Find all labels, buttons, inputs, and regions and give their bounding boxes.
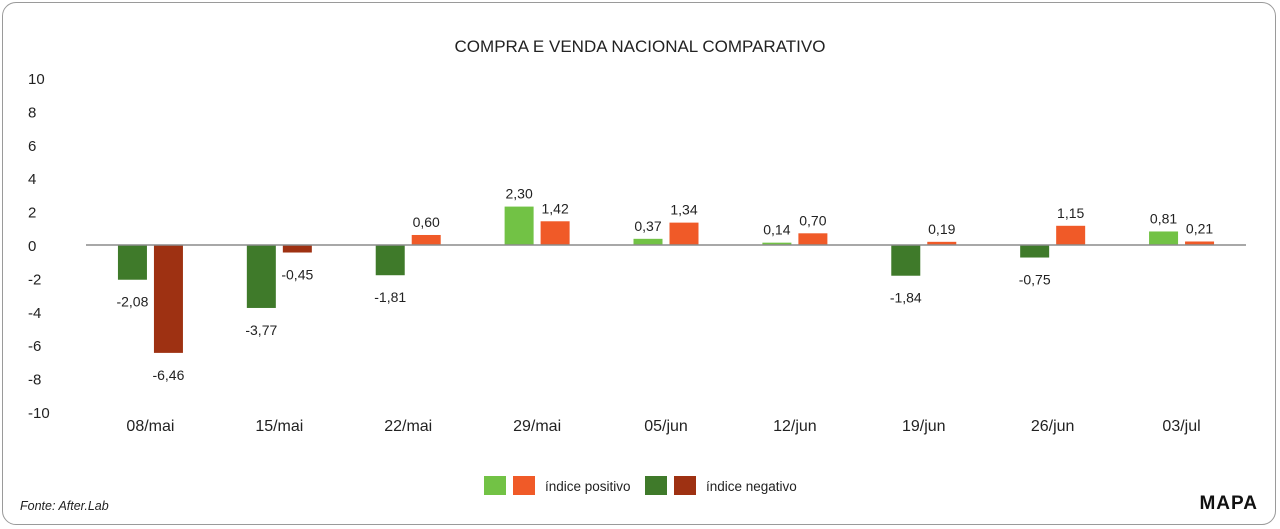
bar-compra [246, 245, 276, 308]
bar-venda [927, 241, 957, 245]
x-tick-label: 19/jun [902, 418, 946, 435]
data-label: 1,15 [1057, 205, 1084, 221]
bar-venda [153, 245, 183, 353]
bar-compra [891, 245, 921, 276]
data-label: 0,37 [634, 218, 661, 234]
data-label: 0,81 [1150, 210, 1177, 226]
x-tick-label: 22/mai [384, 418, 432, 435]
bar-venda [669, 222, 699, 245]
data-label: 1,42 [541, 200, 568, 216]
y-tick-label: -10 [28, 405, 50, 422]
bar-compra [633, 238, 663, 245]
x-tick-label: 26/jun [1031, 418, 1075, 435]
data-label: -0,75 [1019, 272, 1051, 288]
data-label: 0,14 [763, 222, 790, 238]
bar-venda [540, 221, 570, 245]
y-tick-label: 4 [28, 171, 36, 188]
data-label: -3,77 [245, 322, 277, 338]
legend-swatch [645, 476, 667, 495]
y-tick-label: -8 [28, 372, 41, 389]
y-tick-label: 0 [28, 238, 36, 255]
data-label: 0,19 [928, 221, 955, 237]
data-label: -2,08 [116, 294, 148, 310]
data-label: -6,46 [152, 367, 184, 383]
bar-compra [504, 206, 534, 245]
bar-venda [1056, 225, 1086, 245]
legend-swatch [513, 476, 535, 495]
bar-venda [1185, 241, 1215, 245]
legend-swatch [674, 476, 696, 495]
bar-venda [282, 245, 312, 253]
chart-title: COMPRA E VENDA NACIONAL COMPARATIVO [455, 37, 826, 56]
data-label: -0,45 [281, 267, 313, 283]
bar-compra [1149, 231, 1179, 245]
bar-compra [1020, 245, 1050, 258]
legend-label: índice positivo [545, 479, 631, 494]
legend-swatch [484, 476, 506, 495]
bar-venda [411, 234, 441, 245]
y-tick-label: 8 [28, 104, 36, 121]
y-tick-label: 6 [28, 138, 36, 155]
x-tick-label: 03/jul [1162, 418, 1200, 435]
y-tick-label: -4 [28, 305, 41, 322]
data-label: 0,60 [413, 214, 440, 230]
y-tick-label: 10 [28, 71, 45, 88]
data-label: -1,81 [374, 289, 406, 305]
source-note: Fonte: After.Lab [20, 499, 109, 513]
data-label: 0,21 [1186, 220, 1213, 236]
x-tick-label: 05/jun [644, 418, 688, 435]
x-tick-label: 08/mai [126, 418, 174, 435]
bar-compra [375, 245, 405, 276]
x-tick-label: 29/mai [513, 418, 561, 435]
bar-compra [117, 245, 147, 280]
x-tick-label: 15/mai [255, 418, 303, 435]
data-label: -1,84 [890, 290, 922, 306]
x-tick-label: 12/jun [773, 418, 817, 435]
data-label: 2,30 [505, 186, 532, 202]
y-tick-label: -2 [28, 271, 41, 288]
bar-compra [762, 242, 792, 245]
bar-venda [798, 233, 828, 245]
y-tick-label: -6 [28, 338, 41, 355]
legend-label: índice negativo [706, 479, 797, 494]
data-label: 0,70 [799, 212, 826, 228]
y-tick-label: 2 [28, 205, 36, 222]
brand-logo: MAPA [1199, 493, 1258, 514]
data-label: 1,34 [670, 202, 697, 218]
